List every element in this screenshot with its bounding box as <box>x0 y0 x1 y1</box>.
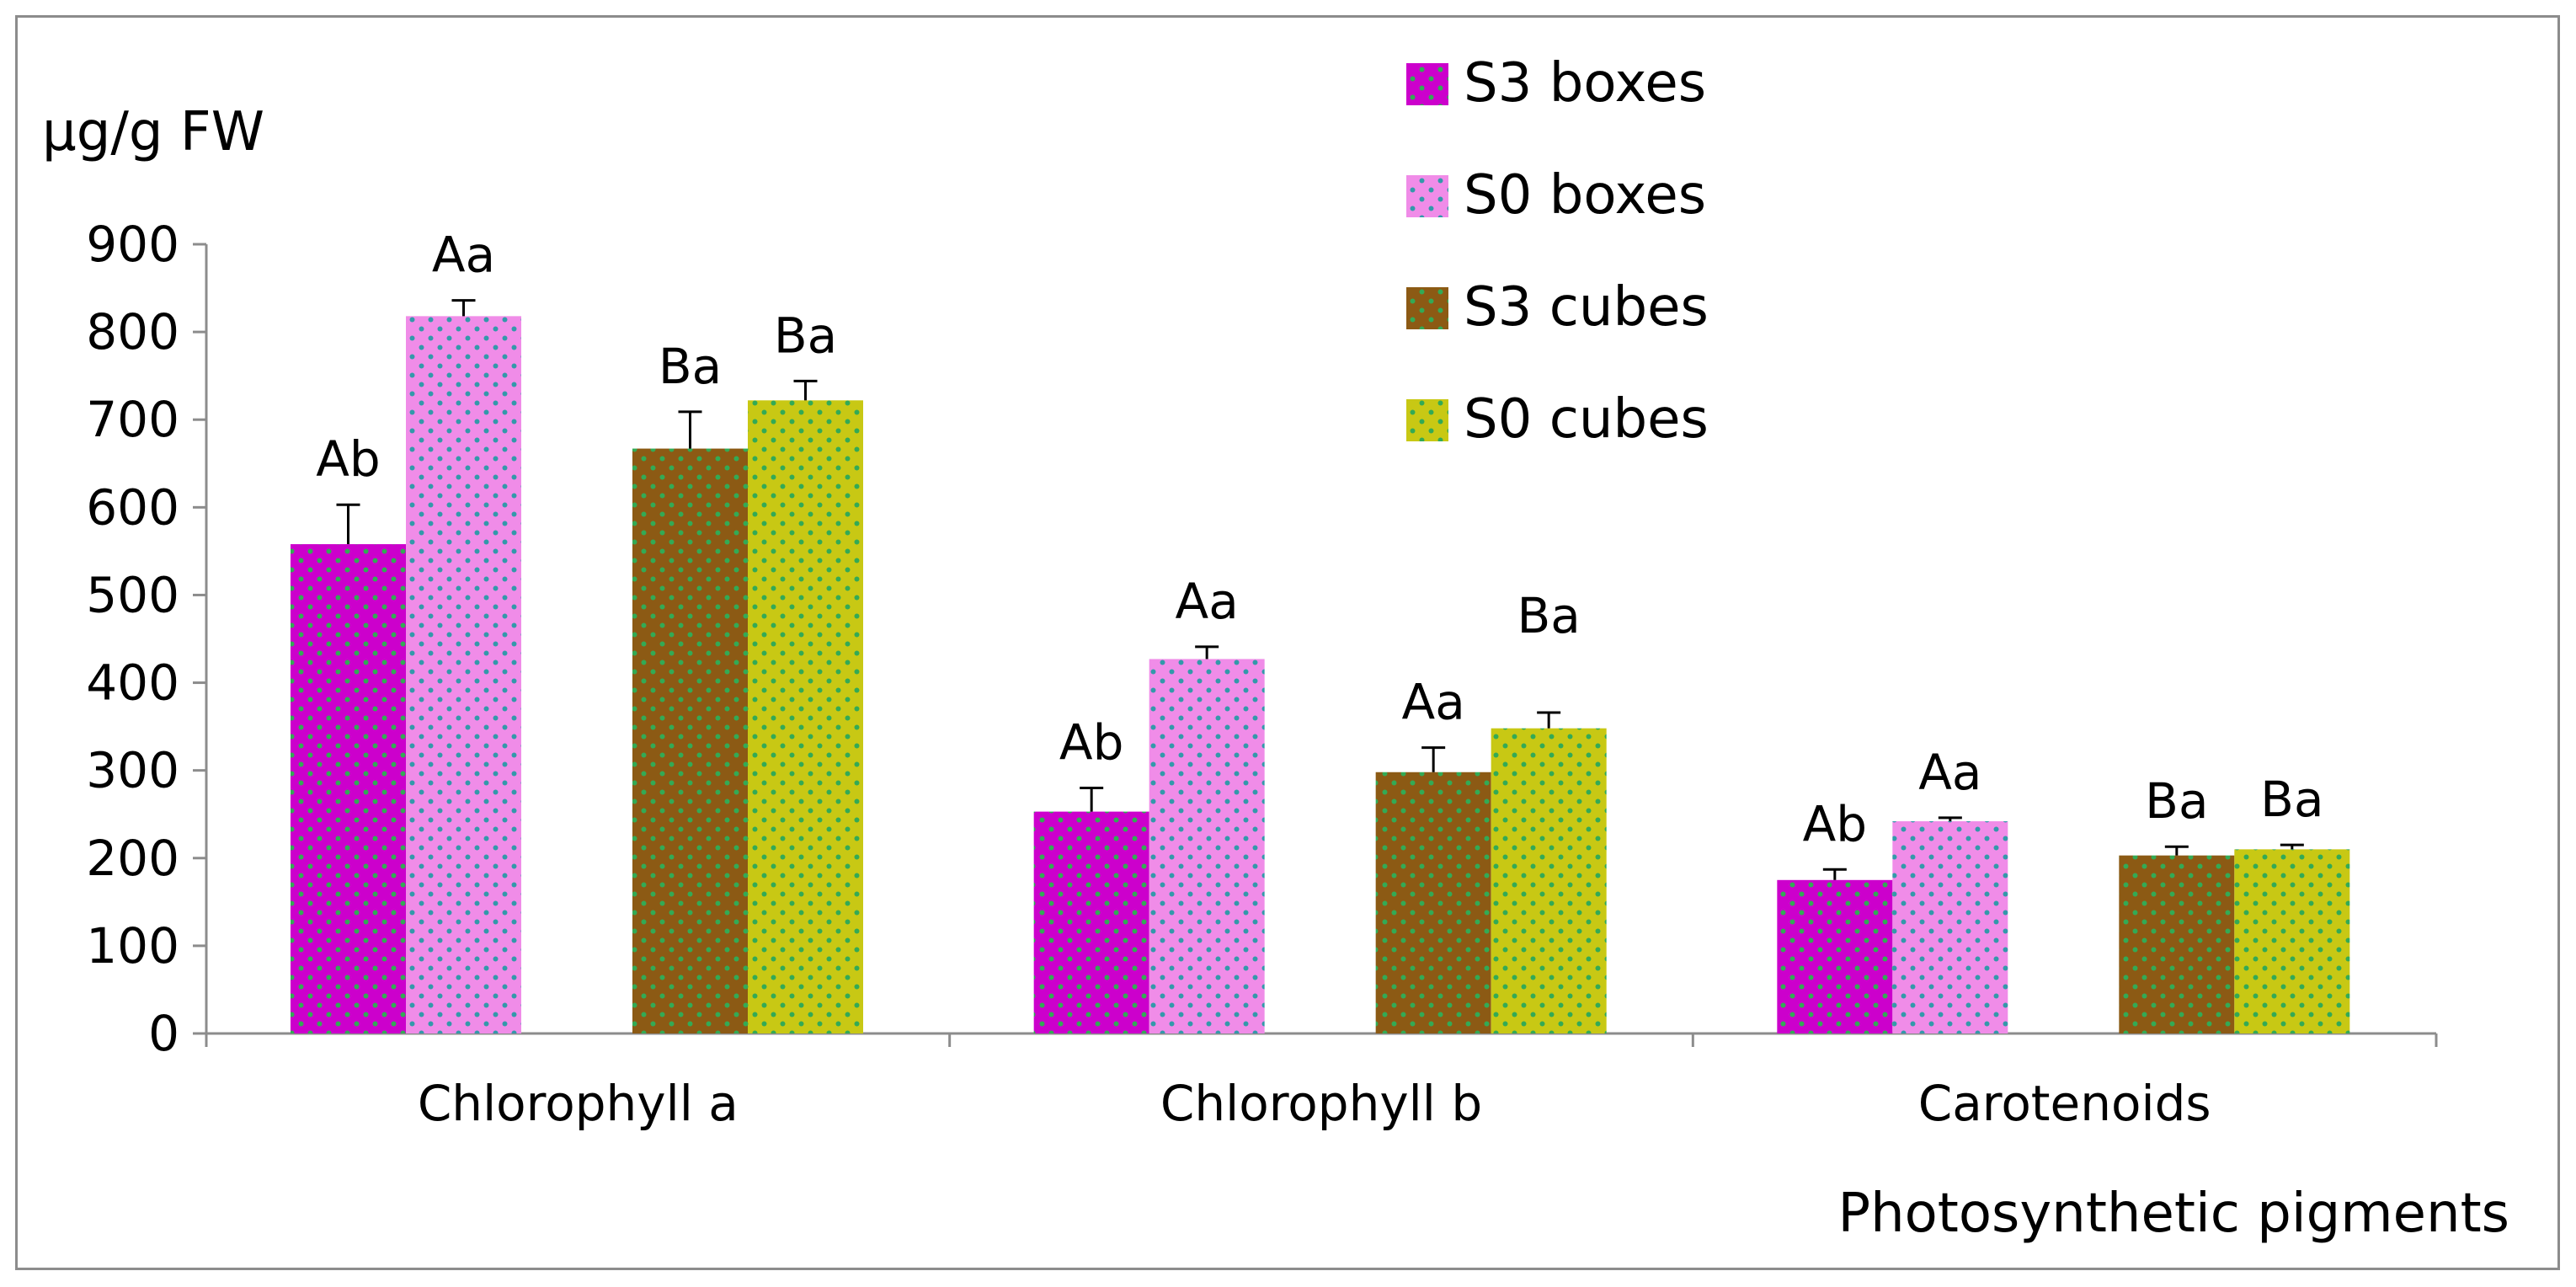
significance-label: Aa <box>432 227 495 284</box>
x-category-label: Chlorophyll a <box>418 1075 739 1132</box>
significance-label: Ab <box>316 430 381 488</box>
bar-s3-cubes <box>2119 855 2235 1033</box>
y-tick-label: 800 <box>86 303 179 360</box>
bar-s3-boxes <box>291 544 406 1033</box>
bar-s3-boxes <box>1777 879 1893 1033</box>
bar-s3-cubes <box>1375 772 1491 1033</box>
sig-labels: Ab Aa Ba Ba Ab Aa Aa Ba Ab Aa Ba Ba <box>316 227 2323 853</box>
x-category-label: Carotenoids <box>1918 1075 2211 1132</box>
significance-label: Ba <box>774 307 837 364</box>
bars <box>291 299 2350 1034</box>
y-tick-label: 0 <box>148 1005 179 1062</box>
y-tick-label: 500 <box>86 566 179 623</box>
significance-label: Aa <box>1918 744 1981 801</box>
y-tick-label: 200 <box>86 830 179 887</box>
significance-label: Ab <box>1803 795 1868 852</box>
legend-label: S3 cubes <box>1464 276 1709 339</box>
bar-s0-boxes <box>1149 659 1265 1033</box>
significance-label: Ba <box>2260 771 2323 828</box>
y-tick-label: 700 <box>86 391 179 448</box>
y-tick-label: 400 <box>86 654 179 712</box>
significance-label: Aa <box>1176 573 1239 630</box>
bar-s3-cubes <box>632 448 748 1033</box>
y-axis: 0 100 200 300 400 500 600 700 800 900 <box>86 216 208 1062</box>
y-tick-label: 600 <box>86 478 179 536</box>
legend-swatch <box>1406 175 1448 217</box>
legend: S3 boxes S0 boxes S3 cubes S0 cubes <box>1406 52 1709 451</box>
y-tick-label: 900 <box>86 216 179 273</box>
bar-s0-cubes <box>1491 728 1607 1033</box>
significance-label: Ba <box>2145 772 2208 830</box>
legend-swatch <box>1406 399 1448 441</box>
x-axis: Chlorophyll a Chlorophyll b Carotenoids <box>205 1032 2438 1132</box>
x-category-label: Chlorophyll b <box>1160 1075 1482 1132</box>
bar-s0-cubes <box>2234 849 2350 1033</box>
y-tick-label: 100 <box>86 917 179 975</box>
significance-label: Ba <box>659 338 722 395</box>
legend-swatch <box>1406 63 1448 105</box>
y-axis-title: µg/g FW <box>42 101 264 163</box>
bar-s0-cubes <box>748 400 863 1034</box>
significance-label: Ab <box>1059 713 1124 771</box>
legend-swatch <box>1406 287 1448 329</box>
x-axis-title: Photosynthetic pigments <box>1837 1183 2509 1245</box>
legend-label: S0 boxes <box>1464 164 1706 227</box>
bar-s3-boxes <box>1033 811 1149 1033</box>
significance-label: Ba <box>1517 587 1580 644</box>
bar-s0-boxes <box>406 316 521 1034</box>
legend-label: S0 cubes <box>1464 388 1709 451</box>
bar-s0-boxes <box>1892 821 2008 1033</box>
y-tick-label: 300 <box>86 742 179 799</box>
legend-label: S3 boxes <box>1464 52 1706 115</box>
significance-label: Aa <box>1402 674 1465 731</box>
